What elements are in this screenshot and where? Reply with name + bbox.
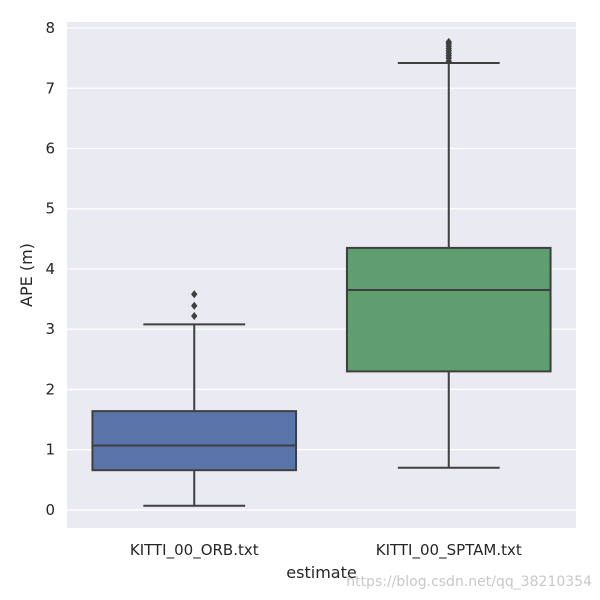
watermark: https://blog.csdn.net/qq_38210354: [346, 574, 592, 590]
y-tick-label: 0: [45, 501, 55, 519]
outlier-point: [191, 290, 198, 299]
box-group: [345, 37, 552, 469]
y-tick-labels: 0 1 2 3 4 5 6 7 8: [45, 19, 55, 519]
y-tick-label: 2: [45, 380, 55, 398]
boxes: [91, 37, 552, 507]
x-tick-labels: KITTI_00_ORB.txt KITTI_00_SPTAM.txt: [130, 541, 522, 560]
y-tick-label: 8: [45, 19, 55, 37]
x-axis-label: estimate: [286, 563, 356, 582]
y-tick-label: 6: [45, 140, 55, 158]
x-tick-label: KITTI_00_ORB.txt: [130, 541, 259, 560]
y-tick-label: 7: [45, 79, 55, 97]
y-tick-label: 3: [45, 320, 55, 338]
outlier-point: [191, 301, 198, 310]
box-group: [91, 290, 298, 507]
y-axis-label: APE (m): [17, 243, 36, 307]
iqr-box: [345, 246, 552, 373]
iqr-box: [91, 410, 298, 472]
y-tick-label: 4: [45, 260, 55, 278]
x-tick-label: KITTI_00_SPTAM.txt: [376, 541, 522, 560]
y-tick-label: 5: [45, 200, 55, 218]
outlier-point: [191, 311, 198, 320]
y-tick-label: 1: [45, 441, 55, 459]
outlier-point: [445, 37, 452, 46]
gridlines: [67, 27, 576, 511]
